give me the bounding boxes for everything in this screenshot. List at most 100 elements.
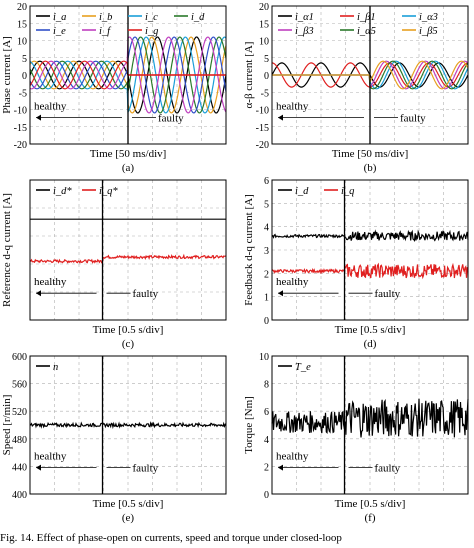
faulty-label: faulty (133, 463, 159, 475)
faulty-label: faulty (400, 113, 426, 125)
y-tick-label: 0 (264, 490, 269, 501)
series-line-i_q (271, 262, 469, 280)
series-group (29, 218, 227, 264)
y-tick-label: 6 (264, 407, 269, 418)
panel-label: (c) (122, 338, 135, 350)
y-tick-label: 5 (264, 54, 269, 65)
y-tick-label: -20 (14, 140, 27, 151)
legend-entry: i_α5 (357, 26, 376, 37)
legend-entry: i_b (99, 12, 112, 23)
y-tick-label: 480 (12, 435, 27, 446)
healthy-label: healthy (276, 276, 309, 288)
healthy-label: healthy (276, 451, 309, 463)
y-tick-label: 5 (264, 199, 269, 210)
legend: i_d* i_q* (36, 186, 118, 197)
y-tick-label: 20 (259, 2, 269, 13)
plot-frame (29, 179, 227, 321)
y-tick-label: 4 (264, 223, 269, 234)
panel-label: (e) (122, 512, 135, 524)
series-line-i_q* (29, 253, 227, 264)
chart-b: -20 -15 -10 -5 0 5 10 15 20 healthy faulty i_α1 i_β1… (243, 2, 469, 174)
healthy-arrowhead (278, 464, 283, 471)
legend: i_α1 i_β1 i_α3 i_β3 i_α5 i_β5 (278, 12, 438, 37)
y-tick-label: -5 (261, 88, 269, 99)
y-tick-label: -10 (14, 106, 27, 117)
panel-label: (b) (364, 162, 377, 174)
legend-entry: n (53, 362, 58, 373)
y-tick-label: 6 (264, 176, 269, 187)
series-group (271, 229, 469, 280)
series-line-T_e (271, 398, 469, 438)
series-group (29, 421, 227, 430)
legend: T_e (278, 362, 311, 373)
legend-entry: i_g (145, 26, 158, 37)
x-axis-label: Time [0.5 s/div] (93, 324, 164, 336)
healthy-label: healthy (276, 101, 309, 113)
x-axis-label: Time [50 ms/div] (332, 148, 409, 160)
y-tick-label: -5 (19, 88, 27, 99)
y-axis-label: Feedback d-q current [A] (243, 194, 255, 305)
figure-caption: Fig. 14. Effect of phase-open on current… (0, 532, 342, 544)
faulty-label: faulty (158, 113, 184, 125)
healthy-arrowhead (36, 464, 41, 471)
y-axis-label: Phase current [A] (1, 36, 13, 114)
legend-entry: i_d (295, 186, 309, 197)
y-tick-label: 10 (259, 37, 269, 48)
x-axis-label: Time [0.5 s/div] (335, 324, 406, 336)
healthy-label: healthy (34, 451, 67, 463)
legend-entry: i_e (53, 26, 66, 37)
panel-label: (f) (365, 512, 376, 524)
faulty-label: faulty (375, 463, 401, 475)
y-tick-label: -15 (14, 123, 27, 134)
y-tick-label: 400 (12, 490, 27, 501)
legend-entry: i_β3 (295, 26, 314, 37)
y-axis-label: Torque [Nm] (243, 396, 255, 454)
healthy-arrowhead (278, 290, 283, 297)
healthy-arrowhead (36, 290, 41, 297)
legend-entry: i_c (145, 12, 158, 23)
panel-label: (a) (122, 162, 135, 174)
legend: i_d i_q (278, 186, 354, 197)
chart-e: 400 440 480 520 560 600 healthy faulty n Time [0.… (1, 352, 227, 524)
legend-entry: i_a (53, 12, 66, 23)
y-tick-label: 560 (12, 380, 27, 391)
y-tick-label: 0 (264, 71, 269, 82)
legend: n (36, 362, 58, 373)
grid (272, 180, 468, 320)
y-tick-label: 600 (12, 352, 27, 363)
y-tick-label: 10 (17, 37, 27, 48)
y-tick-label: 0 (264, 316, 269, 327)
y-axis-label: Speed [r/min] (1, 395, 13, 456)
legend-entry: i_d (191, 12, 205, 23)
y-tick-label: 440 (12, 462, 27, 473)
x-axis-label: Time [50 ms/div] (90, 148, 167, 160)
series-group (271, 398, 469, 438)
y-tick-label: 3 (264, 246, 269, 257)
x-axis-label: Time [0.5 s/div] (335, 498, 406, 510)
legend: i_a i_b i_c i_d i_e i_f i_g (36, 12, 205, 37)
legend-entry: i_β5 (419, 26, 438, 37)
y-tick-label: 15 (17, 19, 27, 30)
y-axis-label: Reference d-q current [A] (1, 193, 13, 307)
healthy-label: healthy (34, 276, 67, 288)
y-tick-label: -20 (256, 140, 269, 151)
plot-frame (29, 355, 227, 495)
legend-entry: i_f (99, 26, 112, 37)
grid (30, 180, 226, 320)
legend-entry: i_q* (99, 186, 118, 197)
y-tick-label: -15 (256, 123, 269, 134)
panel-label: (d) (364, 338, 377, 350)
series-line-i_d (271, 229, 469, 243)
healthy-label: healthy (34, 101, 67, 113)
faulty-label: faulty (375, 288, 401, 300)
plot-frame (271, 355, 469, 495)
y-tick-label: 20 (17, 2, 27, 13)
y-tick-label: 5 (22, 54, 27, 65)
legend-entry: T_e (295, 362, 311, 373)
healthy-arrowhead (36, 114, 41, 121)
x-axis-label: Time [0.5 s/div] (93, 498, 164, 510)
chart-f: 0 2 4 6 8 10 healthy faulty T_e Time [0.5 s/div] (… (243, 352, 469, 524)
legend-entry: i_β1 (357, 12, 376, 23)
y-tick-label: 8 (264, 380, 269, 391)
faulty-label: faulty (133, 288, 159, 300)
